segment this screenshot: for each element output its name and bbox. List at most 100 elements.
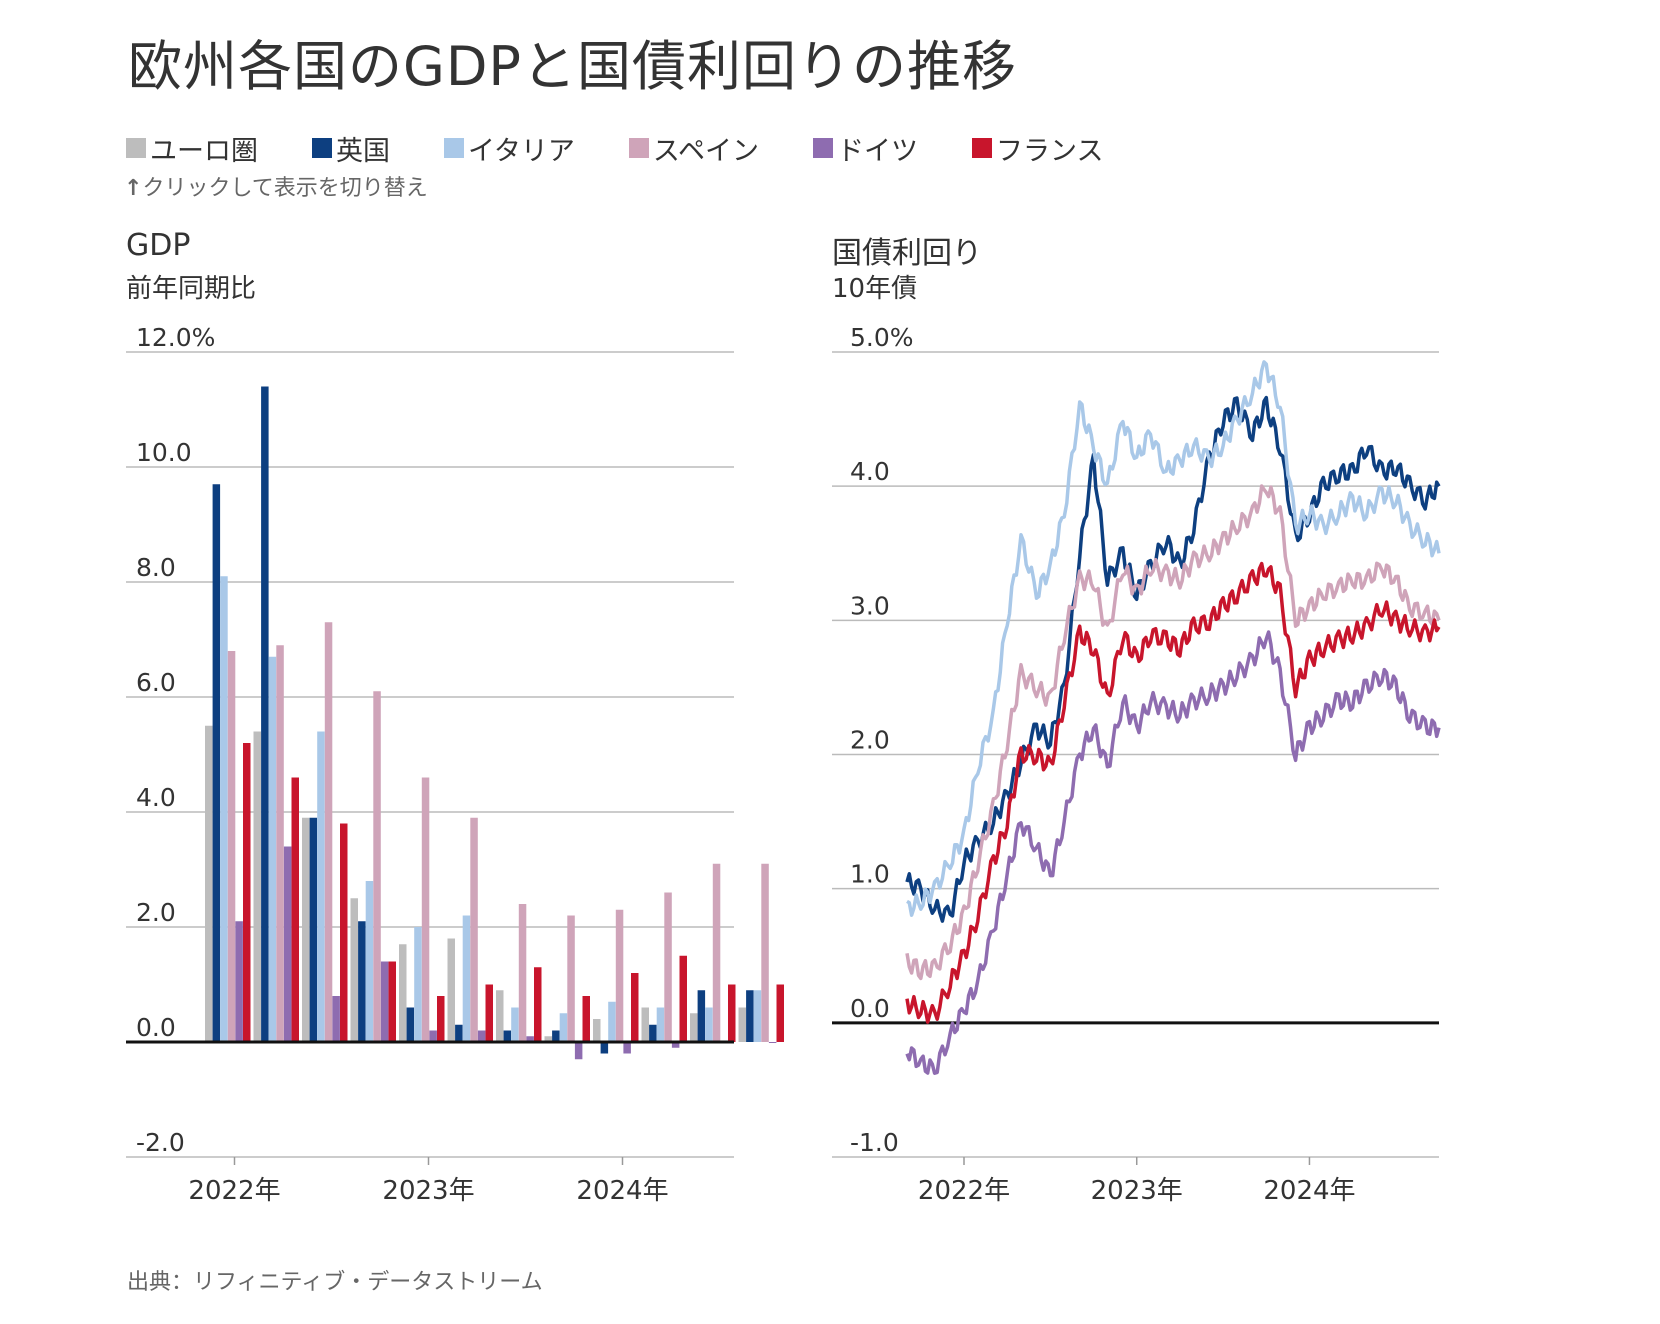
gdp-bar bbox=[526, 1036, 534, 1042]
gdp-bar bbox=[544, 1036, 552, 1042]
yield-line-英国 bbox=[905, 395, 1441, 923]
source-note: 出典：リフィニティブ・データストリーム bbox=[127, 1270, 543, 1295]
yield-x-tick-label: 2024年 bbox=[1263, 1176, 1355, 1206]
gdp-bar bbox=[608, 1001, 616, 1042]
gdp-x-tick-label: 2024年 bbox=[576, 1176, 668, 1206]
gdp-bar bbox=[268, 656, 277, 1042]
gdp-bar bbox=[623, 1042, 631, 1054]
yield-y-tick-label: 5.0% bbox=[850, 323, 914, 352]
gdp-bar bbox=[690, 1013, 698, 1042]
gdp-y-tick-label: 6.0 bbox=[136, 668, 176, 697]
yield-line-フランス bbox=[905, 561, 1441, 1024]
legend-swatch-spain bbox=[628, 138, 649, 158]
legend-label-spain: スペイン bbox=[652, 135, 760, 167]
yield-line-イタリア bbox=[906, 360, 1441, 917]
legend-hint-text: クリックして表示を切り替え bbox=[142, 176, 428, 201]
gdp-bar bbox=[380, 961, 389, 1042]
gdp-y-tick-label: 8.0 bbox=[136, 553, 176, 582]
gdp-bar bbox=[212, 484, 221, 1042]
gdp-bar bbox=[761, 863, 769, 1042]
gdp-bar bbox=[317, 731, 325, 1042]
gdp-bar bbox=[697, 990, 706, 1042]
gdp-bar bbox=[518, 904, 527, 1042]
gdp-bar bbox=[768, 1042, 777, 1043]
gdp-bar bbox=[649, 1024, 657, 1042]
gdp-panel-title: GDP bbox=[126, 228, 191, 263]
legend-item-eurozone[interactable]: ユーロ圏 bbox=[126, 129, 258, 168]
gdp-bar bbox=[276, 645, 284, 1042]
legend-swatch-germany bbox=[813, 138, 834, 158]
gdp-bar bbox=[421, 777, 430, 1042]
gdp-bar bbox=[302, 817, 310, 1042]
gdp-bar bbox=[631, 973, 639, 1042]
gdp-bar bbox=[253, 731, 261, 1042]
gdp-bar bbox=[406, 1007, 415, 1042]
legend-label-germany: ドイツ bbox=[837, 135, 919, 167]
up-arrow-icon: ↑ bbox=[124, 176, 143, 201]
legend-item-italy[interactable]: イタリア bbox=[444, 129, 575, 168]
gdp-bar bbox=[496, 990, 504, 1042]
gdp-y-tick-label: 10.0 bbox=[136, 438, 192, 467]
legend-item-uk[interactable]: 英国 bbox=[312, 129, 390, 168]
gdp-panel-subtitle: 前年同期比 bbox=[126, 274, 257, 304]
gdp-bar bbox=[574, 1042, 583, 1060]
gdp-bar bbox=[753, 990, 762, 1042]
gdp-bar bbox=[388, 961, 396, 1042]
gdp-bar bbox=[340, 823, 348, 1042]
chart-title: 欧州各国のGDPと国債利回りの推移 bbox=[128, 35, 1017, 98]
yield-y-tick-label: 1.0 bbox=[850, 860, 890, 889]
legend-swatch-eurozone bbox=[126, 138, 146, 158]
legend-label-italy: イタリア bbox=[468, 135, 575, 167]
yield-y-tick-label: -1.0 bbox=[850, 1128, 899, 1157]
gdp-bar bbox=[567, 915, 575, 1042]
legend-label-uk: 英国 bbox=[336, 135, 390, 167]
gdp-bar bbox=[414, 927, 422, 1042]
gdp-bar bbox=[485, 984, 493, 1042]
legend-hint: ↑クリックして表示を切り替え bbox=[124, 170, 428, 202]
legend-swatch-italy bbox=[444, 138, 464, 158]
yield-panel-subtitle: 10年債 bbox=[832, 274, 918, 304]
gdp-bar bbox=[235, 921, 243, 1042]
legend-item-spain[interactable]: スペイン bbox=[628, 129, 760, 168]
gdp-bar bbox=[656, 1007, 665, 1042]
gdp-bar bbox=[220, 576, 228, 1042]
gdp-bar bbox=[324, 622, 333, 1042]
gdp-bar bbox=[399, 944, 407, 1042]
yield-y-tick-label: 0.0 bbox=[850, 994, 890, 1023]
gdp-bar bbox=[291, 777, 299, 1042]
gdp-bar bbox=[503, 1030, 512, 1042]
gdp-bar bbox=[429, 1030, 437, 1042]
gdp-bar bbox=[437, 996, 445, 1042]
gdp-bar bbox=[615, 909, 624, 1042]
gdp-bar bbox=[358, 921, 366, 1042]
gdp-bar bbox=[205, 725, 213, 1042]
yield-panel-title: 国債利回り bbox=[832, 236, 982, 271]
gdp-bar bbox=[582, 996, 590, 1042]
gdp-bar bbox=[283, 846, 292, 1042]
gdp-y-tick-label: -2.0 bbox=[136, 1128, 185, 1157]
gdp-bar bbox=[332, 996, 340, 1042]
gdp-bar bbox=[365, 881, 374, 1042]
gdp-bar bbox=[593, 1019, 601, 1042]
gdp-bar bbox=[552, 1030, 560, 1042]
gdp-bar bbox=[373, 691, 381, 1042]
yield-y-tick-label: 4.0 bbox=[850, 457, 890, 486]
yield-y-tick-label: 2.0 bbox=[850, 726, 890, 755]
gdp-bar bbox=[664, 892, 672, 1042]
gdp-bar bbox=[641, 1007, 649, 1042]
gdp-bar bbox=[455, 1024, 463, 1042]
legend-item-france[interactable]: フランス bbox=[972, 129, 1104, 168]
legend-item-germany[interactable]: ドイツ bbox=[813, 129, 918, 168]
legend-label-france: フランス bbox=[996, 135, 1104, 167]
gdp-bar bbox=[705, 1007, 713, 1042]
gdp-bar bbox=[477, 1030, 486, 1042]
legend-swatch-uk bbox=[312, 138, 332, 158]
gdp-bar bbox=[728, 984, 736, 1042]
yield-line-ドイツ bbox=[905, 630, 1441, 1075]
gdp-bar bbox=[470, 817, 478, 1042]
gdp-bar bbox=[261, 386, 269, 1042]
gdp-bar bbox=[600, 1042, 609, 1054]
gdp-bar bbox=[671, 1042, 680, 1048]
gdp-bar bbox=[776, 984, 784, 1042]
gdp-y-tick-label: 4.0 bbox=[136, 783, 176, 812]
